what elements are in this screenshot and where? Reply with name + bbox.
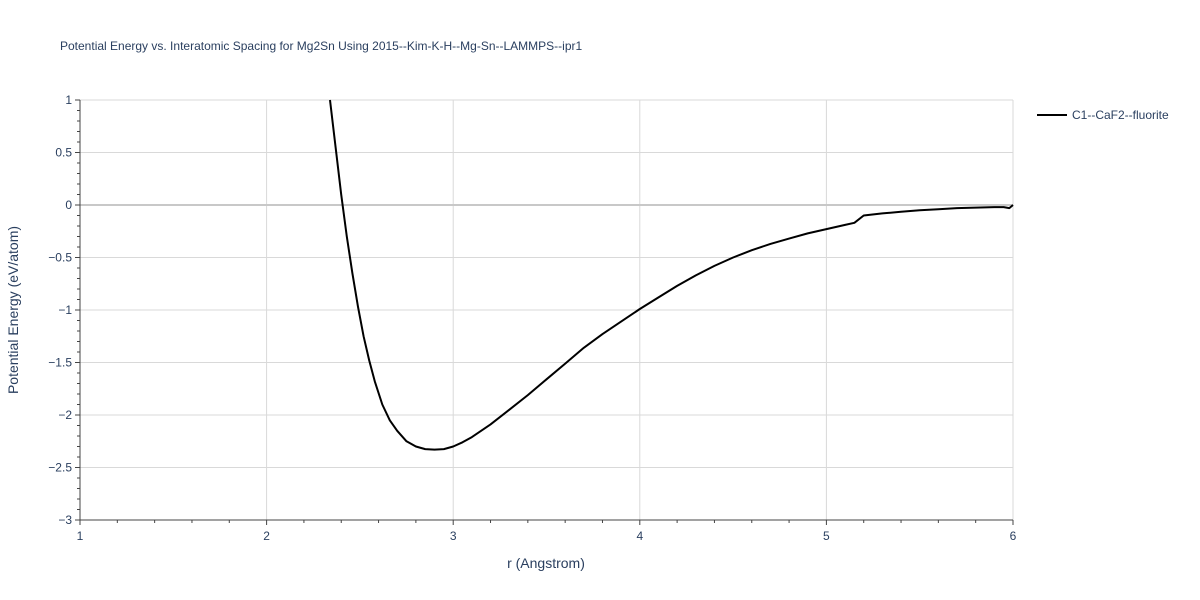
x-tick-label: 1 [77,529,84,543]
y-tick-label: −1 [58,303,72,317]
y-tick-label: 1 [65,93,72,107]
x-tick-label: 3 [450,529,457,543]
x-tick-label: 4 [636,529,643,543]
y-tick-label: −3 [58,513,72,527]
y-tick-label: −2 [58,408,72,422]
series-line-c1-caf2-fluorite [329,99,1014,451]
y-tick-label: 0.5 [55,146,72,160]
y-axis-title: Potential Energy (eV/atom) [5,226,21,394]
y-tick-label: −0.5 [48,251,72,265]
x-tick-label: 5 [823,529,830,543]
grid-layer [80,99,1014,520]
series-layer [329,99,1014,451]
x-axis-title: r (Angstrom) [507,555,585,571]
legend-label-c1-caf2-fluorite: C1--CaF2--fluorite [1072,108,1169,122]
x-tick-label: 6 [1010,529,1017,543]
legend[interactable]: C1--CaF2--fluorite [1037,108,1169,122]
axes-layer: 1 2 3 4 5 6 1 0.5 0 −0.5 −1 −1.5 −2 −2.5 −3 [48,93,1016,543]
y-tick-label: −2.5 [48,461,72,475]
chart-title: Potential Energy vs. Interatomic Spacing… [60,39,583,53]
y-tick-label: 0 [65,198,72,212]
y-tick-label: −1.5 [48,356,72,370]
x-tick-label: 2 [263,529,270,543]
